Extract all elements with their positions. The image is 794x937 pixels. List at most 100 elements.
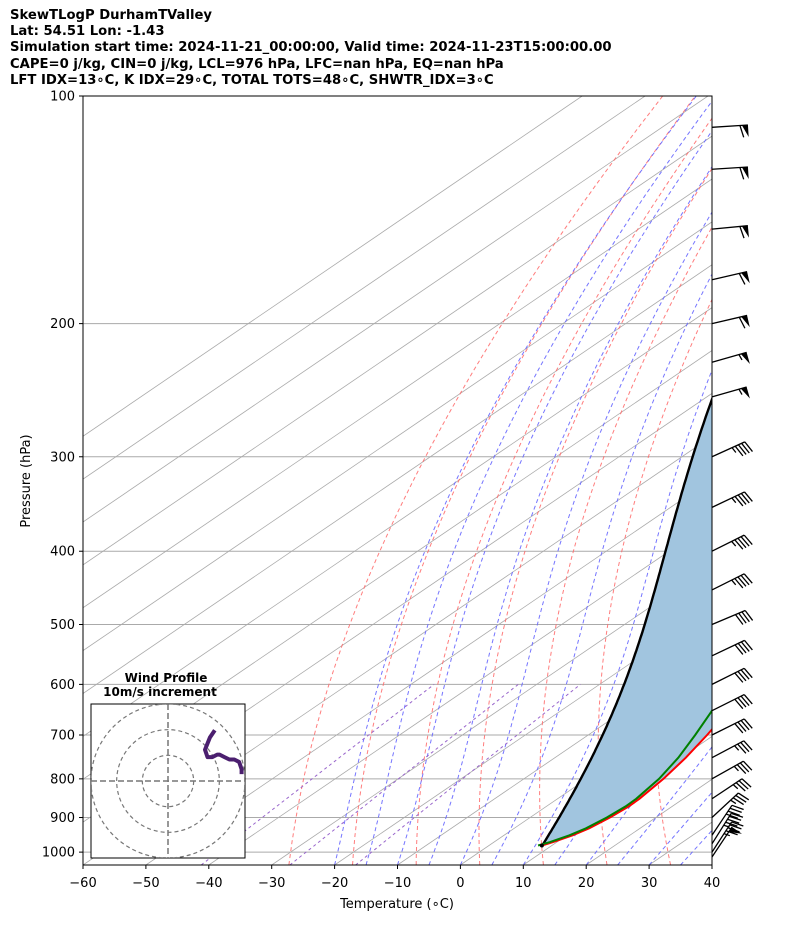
hodograph-subtitle: 10m/s increment [103,685,217,699]
isotherm--130 [83,135,712,566]
wind-barb [711,166,749,180]
wind-barb [711,718,753,736]
dry-adiabat [288,96,664,865]
isotherm--40 [208,521,712,865]
wind-barb [711,792,750,818]
temperature-line [541,727,712,847]
hodograph-trace [203,729,244,775]
moist-adiabat [648,791,712,865]
isotherm--20 [334,607,712,865]
moist-adiabat [397,130,712,865]
chart-header: SkewTLogP DurhamTValley Lat: 54.51 Lon: … [10,8,612,89]
wind-barb [711,639,753,657]
wind-barb [711,225,749,239]
x-tick-label: −60 [69,876,96,891]
index-line: LFT IDX=13∘C, K IDX=29∘C, TOTAL TOTS=48∘… [10,72,494,88]
wind-barb [711,609,754,626]
x-tick-label: 30 [641,876,658,891]
y-tick-label: 300 [50,450,75,465]
x-tick-label: −30 [258,876,285,891]
dry-adiabat [597,298,712,865]
y-axis-label: Pressure (hPa) [19,434,34,527]
dewpoint-line [537,709,712,847]
isotherm--150 [83,96,646,480]
moist-adiabat [522,368,712,865]
moist-adiabat [334,96,697,865]
x-axis-label: Temperature (∘C) [339,897,454,912]
dry-adiabat [539,226,712,865]
wind-barb [711,760,753,780]
x-tick-label: 20 [578,876,595,891]
x-tick-label: 40 [704,876,721,891]
x-tick-label: −40 [195,876,222,891]
wind-barb [711,693,753,712]
parcel-start-marker [539,843,544,848]
isotherm--10 [397,650,712,865]
moist-adiabat [711,864,712,865]
isotherm-50 [775,96,794,865]
moist-adiabat [459,211,712,865]
hodograph-plot [91,704,245,858]
dry-adiabat [762,96,794,865]
isotherm-40 [711,864,712,865]
isotherm--160 [83,96,583,437]
wind-barb [711,740,753,759]
wind-barb [711,667,753,685]
moist-adiabat [365,100,712,865]
isotherm-10 [523,735,712,865]
parcel-line [540,395,712,847]
wind-barb [711,778,752,800]
wind-barb [711,124,749,138]
y-tick-label: 700 [50,728,75,743]
wind-barbs [711,124,754,858]
moist-adiabat [428,165,712,865]
isotherm--140 [83,96,709,523]
x-tick-label: −10 [384,876,411,891]
y-tick-label: 800 [50,772,75,787]
isotherm--30 [271,564,712,865]
wind-barb [711,804,744,836]
wind-barb [711,491,753,508]
isotherm--60 [83,435,712,865]
y-tick-label: 400 [50,545,75,560]
wind-barb [711,534,753,552]
y-tick-label: 200 [50,317,75,332]
hodograph-title: Wind Profile [125,671,208,685]
mixing-ratio-line [289,684,519,865]
y-tick-label: 900 [50,811,75,826]
x-tick-label: 0 [456,876,464,891]
wind-barb [711,314,750,329]
y-tick-label: 1000 [42,846,75,861]
isotherm--100 [83,264,712,694]
x-tick-label: 10 [515,876,532,891]
y-tick-label: 600 [50,678,75,693]
wind-barb [711,573,753,591]
grid-lines [83,96,794,865]
dry-adiabat [352,96,696,865]
wind-barb [711,270,750,285]
mixing-ratio-line [355,684,581,865]
x-axis: −60 −50 −40 −30 −20 −10 0 10 20 30 40 [69,865,720,891]
wind-barb [711,812,744,845]
wind-barb [711,441,753,458]
isotherm--120 [83,178,712,609]
y-tick-label: 100 [50,90,75,105]
mixing-ratio-line [200,684,435,865]
y-axis: 100 200 300 400 500 600 700 800 900 1000 [42,90,83,861]
wind-barb [711,386,750,399]
parcel-shading [541,399,712,846]
cape-shading [541,399,712,846]
dry-adiabat [478,167,712,865]
stability-line: CAPE=0 j/kg, CIN=0 j/kg, LCL=976 hPa, LF… [10,56,504,72]
y-tick-label: 500 [50,618,75,633]
dry-adiabat [415,117,712,865]
profile-lines [537,395,712,848]
x-tick-label: −50 [132,876,159,891]
chart-title: SkewTLogP DurhamTValley [10,8,213,23]
time-line: Simulation start time: 2024-11-21_00:00:… [10,40,612,56]
moist-adiabat [491,273,712,865]
x-tick-label: −20 [321,876,348,891]
location-line: Lat: 54.51 Lon: -1.43 [10,24,165,40]
